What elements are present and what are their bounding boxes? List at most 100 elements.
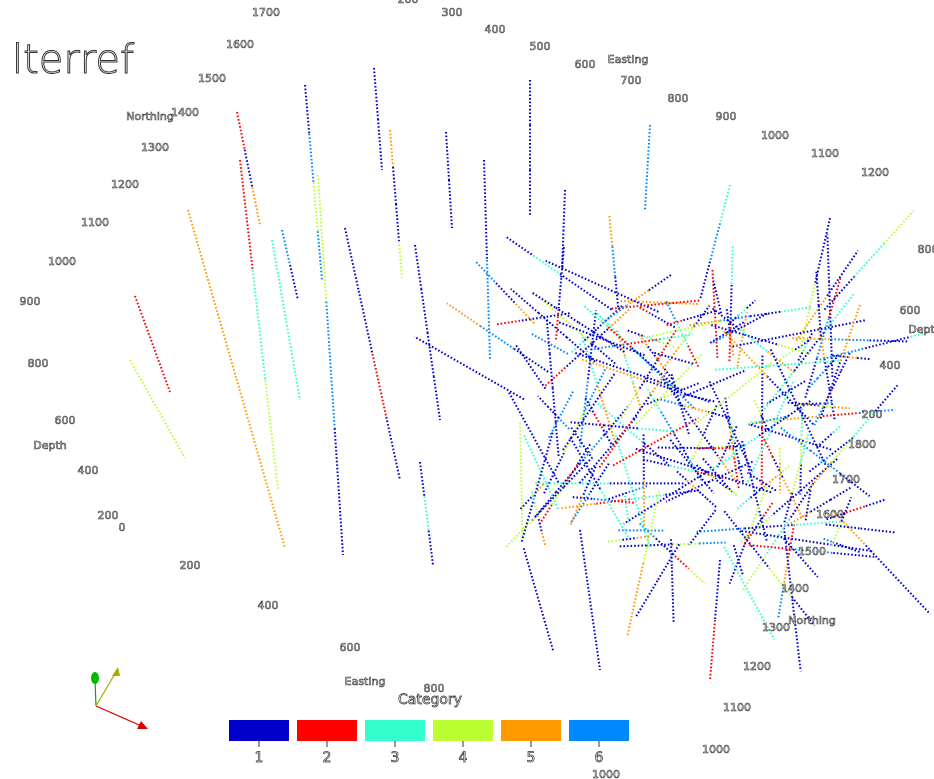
drillhole-segment	[593, 413, 605, 431]
drillhole-segment	[726, 425, 738, 448]
drillhole-segment	[762, 436, 774, 458]
drillhole-segment	[840, 352, 851, 372]
drillhole-segment	[448, 179, 453, 229]
drillhole-segment	[817, 305, 823, 340]
drillhole-segment	[630, 346, 656, 369]
axis-label: 800	[668, 92, 689, 105]
drillhole-segment	[780, 306, 811, 313]
drillhole-segment	[579, 529, 601, 671]
drillhole-segment	[777, 587, 785, 620]
drillhole-segment	[831, 444, 844, 455]
drillhole-segment	[829, 329, 834, 377]
drillhole-segment	[505, 516, 536, 548]
drillhole-segment	[540, 530, 546, 546]
drillhole-segment	[579, 434, 605, 465]
drillhole-segment	[737, 462, 745, 483]
drillhole-segment	[580, 358, 646, 382]
axis-label: 1600	[816, 508, 844, 521]
drillhole-segment	[783, 400, 811, 420]
drillhole-segment	[791, 596, 816, 627]
drillhole-segment	[822, 411, 860, 418]
legend-label: 3	[391, 750, 400, 766]
drillhole-segment	[634, 447, 772, 494]
drillhole-segment	[643, 359, 695, 409]
drillhole-segment	[711, 269, 719, 358]
drillhole-segment	[699, 309, 717, 317]
drillhole-segment	[677, 326, 695, 349]
axis-label: 1300	[141, 141, 169, 154]
drillhole-segment	[850, 547, 861, 554]
drillhole-segment	[664, 299, 678, 323]
drillhole-segment	[897, 579, 931, 615]
drillhole-segment	[531, 253, 559, 274]
drillhole-segment	[702, 405, 718, 436]
axis-label: Easting	[345, 675, 386, 688]
drillhole-segment	[632, 382, 643, 410]
drillhole-segment	[799, 283, 816, 351]
drillhole-segment	[608, 494, 619, 500]
drillhole-segment	[612, 417, 700, 467]
drillhole-segment	[551, 483, 566, 505]
drillhole-segment	[187, 209, 238, 380]
drillhole-segment	[816, 439, 826, 449]
drillhole-segment	[799, 434, 810, 464]
drillhole-segment	[660, 411, 676, 436]
drillhole-segment	[910, 329, 934, 338]
drillhole-segment	[827, 354, 840, 368]
drillhole-segment	[777, 343, 811, 356]
axis-label: Depth	[908, 323, 934, 336]
drillhole-segment	[544, 365, 568, 387]
axis-label: 1100	[81, 216, 109, 229]
x-arrow	[137, 721, 148, 729]
axis-label: 400	[880, 359, 901, 372]
drillhole-segment	[251, 187, 261, 226]
drillhole-segment	[839, 472, 871, 497]
drillhole-segment	[675, 469, 687, 481]
axis-labels: 1700160015001400Northing1300120011001000…	[19, 0, 934, 779]
drillhole-segment	[719, 315, 751, 322]
legend-label: 5	[527, 750, 536, 766]
drillhole-segment	[392, 166, 397, 205]
drillhole-segment	[715, 359, 843, 371]
drillhole-segment	[842, 435, 855, 447]
axis-label: 1300	[762, 621, 790, 634]
legend-swatch	[433, 720, 493, 741]
axis-label: 400	[78, 464, 99, 477]
drillhole-segment	[683, 314, 701, 322]
drillhole-segment	[583, 327, 599, 342]
legend-swatch	[297, 720, 357, 741]
drillhole-segment	[816, 317, 830, 359]
drillhole-segment	[699, 261, 711, 301]
axis-label: 0	[119, 521, 126, 534]
drillhole-segment	[669, 439, 715, 494]
drillhole-segment	[239, 159, 254, 271]
drillhole-segment	[584, 367, 607, 411]
drillhole-segment	[584, 290, 613, 311]
drillhole-segment	[547, 406, 560, 419]
drillhole-segment	[562, 189, 566, 231]
drillhole-segment	[493, 280, 516, 304]
axis-label: 1200	[743, 660, 771, 673]
drillhole-segment	[858, 408, 896, 414]
drillhole-segment	[587, 326, 610, 348]
drillhole-segment	[445, 131, 450, 181]
axis-label: 800	[28, 357, 49, 370]
drillhole-segment	[344, 227, 360, 292]
drillhole-segment	[385, 416, 401, 481]
drillhole-segment	[395, 203, 400, 242]
x-axis	[95, 705, 147, 729]
drillhole-segment	[308, 133, 315, 183]
drillhole-segment	[723, 510, 748, 541]
drillhole-segment	[651, 313, 665, 323]
drillhole-segment	[828, 281, 832, 330]
axis-label: 1600	[226, 38, 254, 51]
drillhole-segment	[783, 492, 794, 523]
drillhole-segment	[779, 348, 796, 361]
drillhole-segment	[830, 338, 870, 342]
drillhole-segment	[373, 67, 379, 120]
drillhole-segment	[623, 492, 630, 523]
title: lterref	[12, 37, 134, 83]
drillhole-segment	[702, 457, 733, 493]
drillhole-segment	[555, 463, 581, 493]
